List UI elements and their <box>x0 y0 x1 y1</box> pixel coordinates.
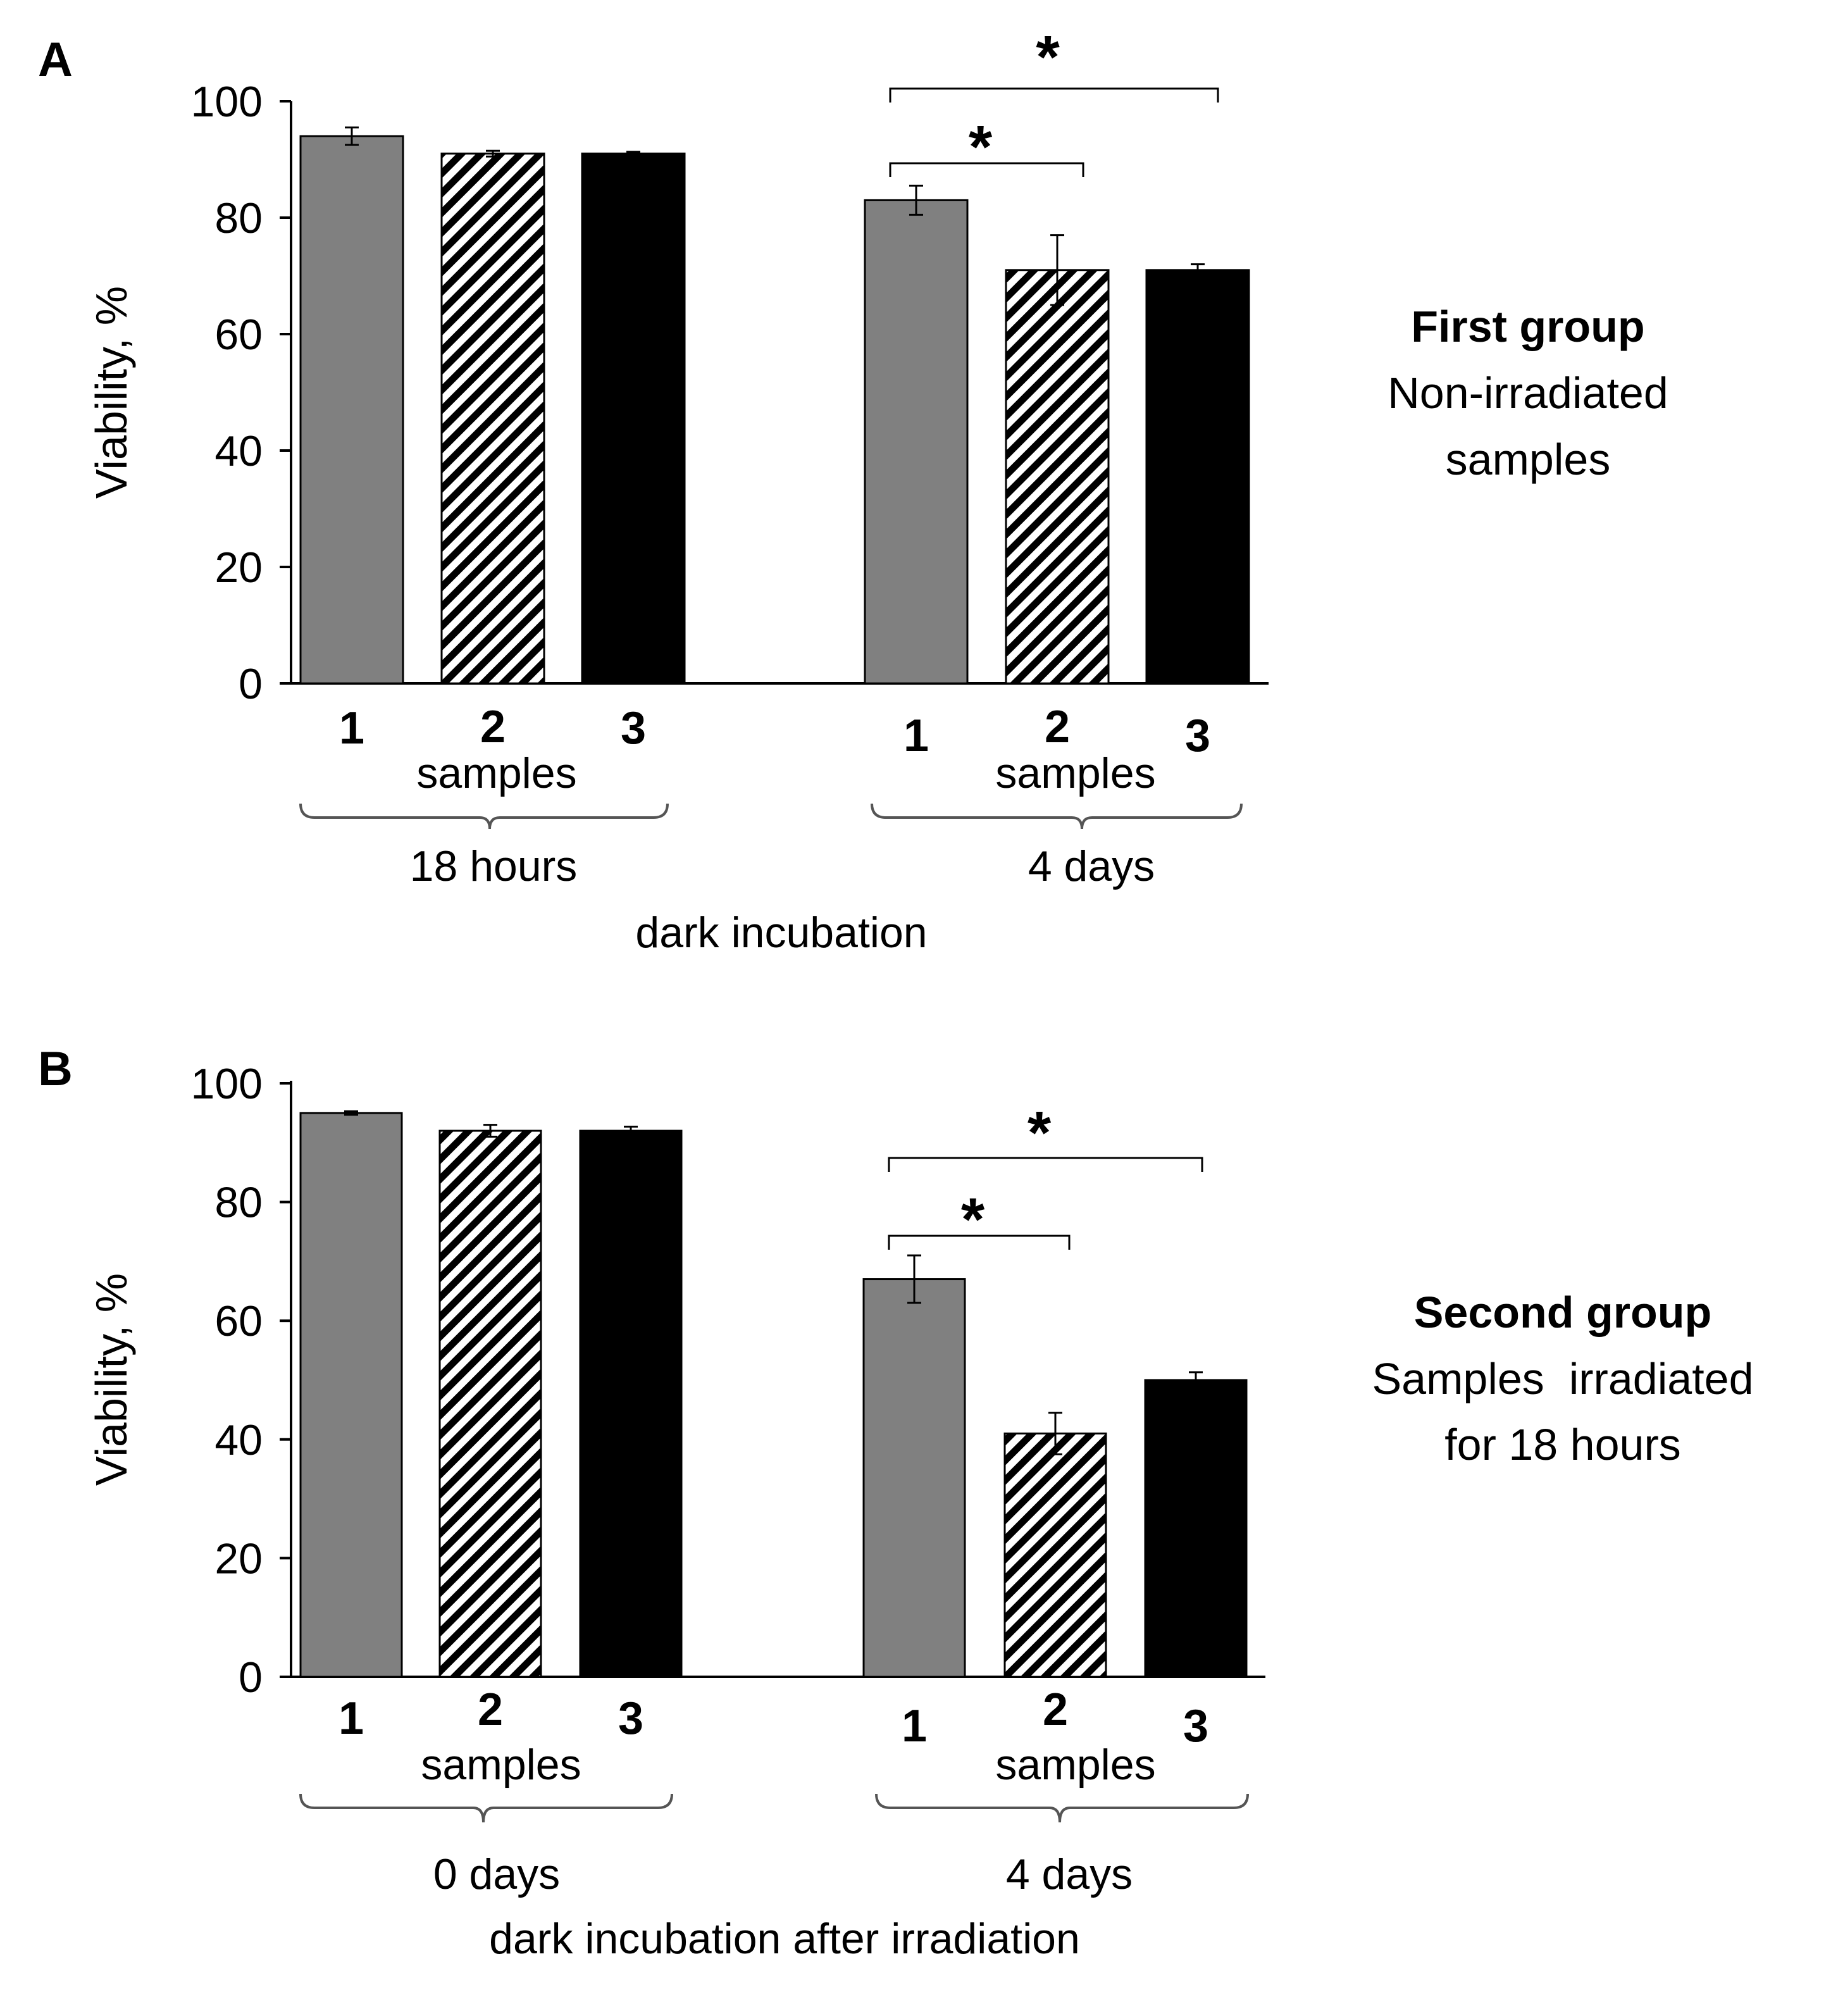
samples-label: samples <box>995 749 1155 797</box>
y-tick-label: 60 <box>214 311 263 359</box>
bar-group1-sample1 <box>862 1278 966 1678</box>
panel-title-bold: First group <box>1411 302 1644 351</box>
category-label: 2 <box>1045 702 1070 752</box>
bar-group0-sample2 <box>438 1129 542 1678</box>
y-tick-label: 60 <box>214 1297 263 1345</box>
category-label: 3 <box>618 1693 643 1744</box>
error-bars <box>344 1110 1203 1455</box>
significance-bracket <box>889 162 1084 177</box>
category-label: 1 <box>338 1693 364 1744</box>
category-labels: 1 2 3 1 2 3 <box>338 1684 1208 1752</box>
significance-bracket <box>888 1235 1071 1250</box>
significance-star: * <box>961 1186 985 1254</box>
group-label-1: 4 days <box>1028 842 1155 890</box>
bar-group0-sample1 <box>299 135 404 685</box>
y-tick-label: 80 <box>214 1179 263 1227</box>
y-axis: 0 20 40 60 80 100 Viability, % <box>87 1060 292 1702</box>
panel-title-bold: Second group <box>1414 1288 1712 1337</box>
group-brace <box>875 1793 1249 1823</box>
category-label: 1 <box>339 703 364 754</box>
y-tick-label: 100 <box>191 1060 263 1108</box>
significance-bracket <box>889 87 1219 103</box>
footer-label: dark incubation <box>635 909 927 957</box>
bars <box>299 1112 1248 1678</box>
samples-label: samples <box>416 749 576 797</box>
category-label: 3 <box>621 703 646 754</box>
category-label: 2 <box>478 1684 503 1735</box>
panel-title-line-2: samples <box>1446 435 1611 484</box>
samples-label: samples <box>995 1741 1155 1789</box>
bar-group1-sample3 <box>1144 1379 1248 1678</box>
category-label: 1 <box>903 711 929 761</box>
bar-group1-sample1 <box>864 199 969 685</box>
bar-group0-sample3 <box>581 152 686 685</box>
y-axis-label: Viability, % <box>87 1273 136 1486</box>
significance-brackets: ** <box>889 23 1219 181</box>
y-tick-label: 20 <box>214 544 263 592</box>
y-tick-label: 0 <box>239 660 263 708</box>
panel-label: B <box>38 1042 73 1096</box>
significance-brackets: ** <box>888 1099 1203 1254</box>
y-axis-label: Viability, % <box>87 286 136 499</box>
significance-bracket <box>888 1157 1203 1172</box>
significance-star: * <box>1028 1099 1052 1167</box>
y-ticks: 0 20 40 60 80 100 <box>191 78 291 708</box>
group-brace <box>299 1793 673 1823</box>
y-tick-label: 80 <box>214 194 263 242</box>
group-brace <box>871 803 1243 830</box>
group-label-0: 18 hours <box>410 842 578 890</box>
y-axis: 0 20 40 60 80 100 Viability, % <box>87 78 292 708</box>
category-label: 2 <box>480 702 506 752</box>
category-label: 1 <box>902 1701 927 1752</box>
group-label-1: 4 days <box>1006 1850 1133 1898</box>
category-label: 3 <box>1185 711 1210 761</box>
panel-title-line-1: Non-irradiated <box>1388 368 1668 418</box>
significance-star: * <box>1036 23 1060 91</box>
category-label: 2 <box>1043 1684 1068 1735</box>
bars <box>299 135 1250 685</box>
bar-group0-sample3 <box>579 1129 683 1678</box>
error-bars <box>345 126 1205 306</box>
footer-label: dark incubation after irradiation <box>489 1915 1080 1963</box>
y-tick-label: 40 <box>214 1416 263 1464</box>
y-tick-label: 40 <box>214 427 263 475</box>
category-labels: 1 2 3 1 2 3 <box>339 702 1210 761</box>
panel-title-line-2: for 18 hours <box>1444 1420 1681 1469</box>
significance-star: * <box>969 113 993 181</box>
y-tick-label: 20 <box>214 1534 263 1583</box>
y-ticks: 0 20 40 60 80 100 <box>191 1060 291 1702</box>
bar-group0-sample1 <box>299 1112 403 1678</box>
y-tick-label: 100 <box>191 78 263 126</box>
bar-group0-sample2 <box>440 152 545 685</box>
bar-group1-sample2 <box>1003 1432 1107 1678</box>
samples-label: samples <box>421 1741 581 1789</box>
bar-group1-sample3 <box>1145 269 1250 685</box>
category-label: 3 <box>1183 1701 1208 1752</box>
panel-title-line-1: Samples irradiated <box>1372 1354 1753 1403</box>
panel-label: A <box>38 33 73 87</box>
group-brace <box>299 803 669 830</box>
bar-group1-sample2 <box>1005 269 1110 685</box>
y-tick-label: 0 <box>239 1653 263 1702</box>
group-label-0: 0 days <box>433 1850 560 1898</box>
